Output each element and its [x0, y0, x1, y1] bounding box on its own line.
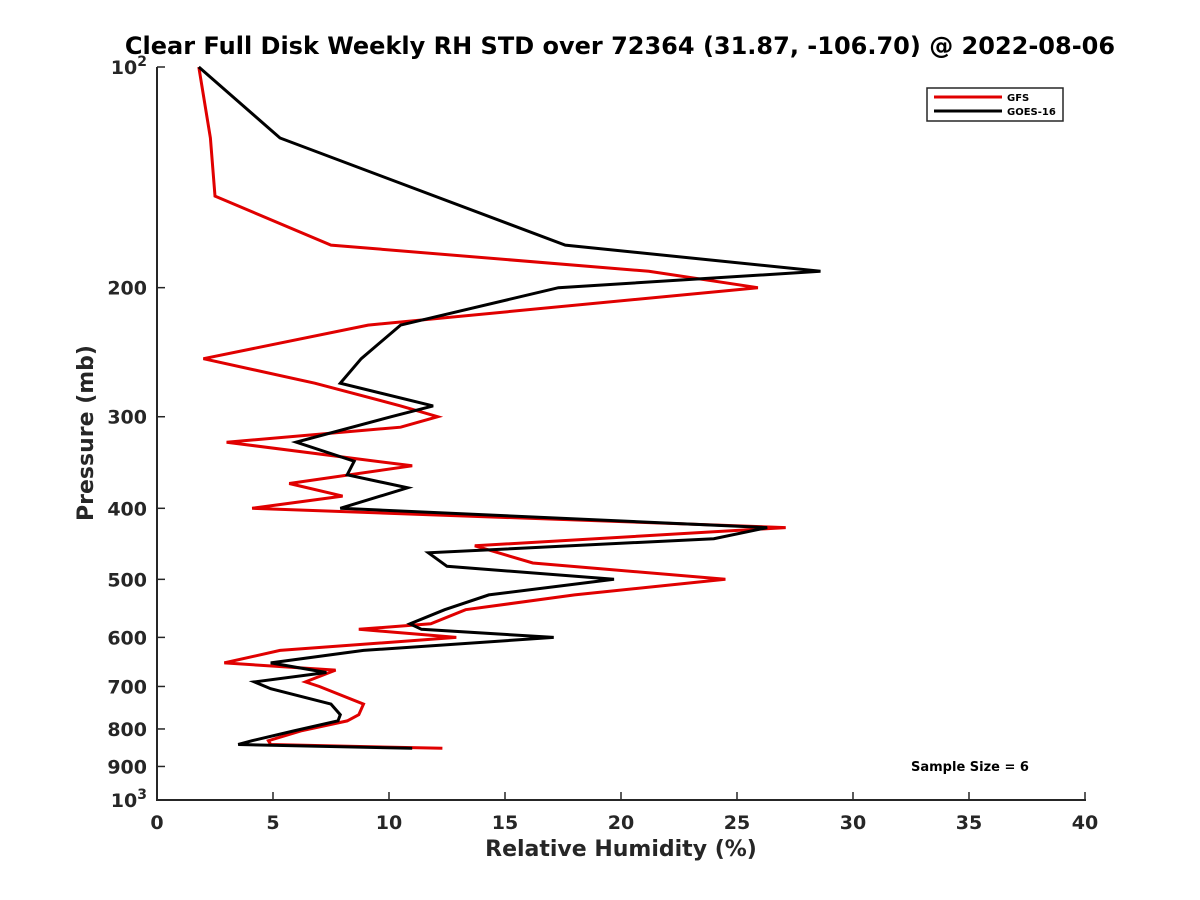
x-tick-label: 5 [266, 812, 279, 834]
x-tick-label: 20 [608, 812, 634, 834]
series-line-gfs [197, 66, 786, 750]
x-tick-label: 15 [492, 812, 518, 834]
legend: GFS GOES-16 [926, 87, 1064, 122]
series-line-goes-16 [197, 65, 821, 750]
x-ticks: 0 5 10 15 20 25 30 35 40 [150, 792, 1098, 834]
y-tick-label: 102 [111, 54, 147, 79]
legend-label-goes16: GOES-16 [1007, 107, 1056, 118]
y-tick-label: 900 [107, 756, 147, 778]
legend-box [926, 87, 1064, 122]
legend-label-gfs: GFS [1007, 93, 1029, 104]
y-ticks: 102 200 300 400 500 600 700 800 900 103 [107, 54, 165, 812]
x-tick-label: 10 [376, 812, 402, 834]
y-tick-label: 500 [107, 569, 147, 591]
x-tick-label: 0 [150, 812, 163, 834]
chart-title: Clear Full Disk Weekly RH STD over 72364… [125, 32, 1115, 60]
x-tick-label: 35 [956, 812, 982, 834]
x-tick-label: 30 [840, 812, 866, 834]
x-axis-label: Relative Humidity (%) [485, 837, 757, 862]
sample-size-annotation: Sample Size = 6 [911, 760, 1029, 775]
y-tick-label: 800 [107, 719, 147, 741]
x-tick-label: 25 [724, 812, 750, 834]
y-axis-line [156, 67, 158, 801]
y-tick-label: 103 [111, 787, 147, 812]
y-tick-label: 200 [107, 278, 147, 300]
y-tick-label: 600 [107, 627, 147, 649]
y-axis-label: Pressure (mb) [74, 345, 99, 521]
x-tick-label: 40 [1072, 812, 1098, 834]
y-tick-label: 700 [107, 676, 147, 698]
y-tick-label: 300 [107, 407, 147, 429]
plot-area [197, 65, 821, 750]
y-tick-label: 400 [107, 498, 147, 520]
